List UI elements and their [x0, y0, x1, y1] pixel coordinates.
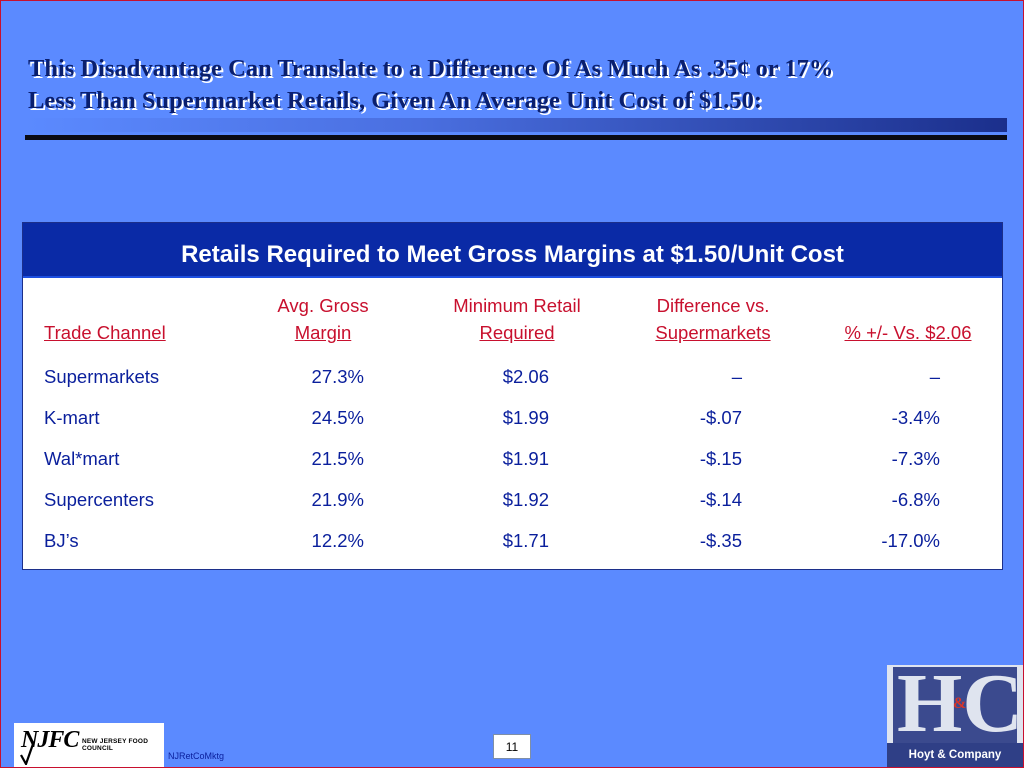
njfc-logo-name: NEW JERSEY FOOD COUNCIL — [82, 738, 149, 752]
column-header-channel: Trade Channel — [44, 319, 166, 346]
column-header-retail: Minimum Retail Required — [427, 292, 607, 346]
cell-margin: 21.5% — [311, 448, 364, 469]
cell-margin: 21.9% — [311, 489, 364, 510]
njfc-logo: NJFC NEW JERSEY FOOD COUNCIL — [14, 723, 164, 767]
cell-retail: $2.06 — [502, 366, 549, 387]
slide-title-line-1: This Disadvantage Can Translate to a Dif… — [28, 55, 834, 82]
slide-title: This Disadvantage Can Translate to a Dif… — [28, 53, 988, 117]
column-header-percent: % +/- Vs. $2.06 — [823, 319, 993, 346]
cell-margin: 24.5% — [311, 407, 364, 428]
hc-logo-ampersand: & — [953, 695, 967, 712]
retail-table-panel: Retails Required to Meet Gross Margins a… — [22, 222, 1003, 570]
column-header-percent-label: % +/- Vs. $2.06 — [844, 322, 972, 343]
column-header-margin-bottom: Margin — [294, 322, 352, 343]
cell-percent: – — [929, 366, 940, 387]
cell-retail: $1.92 — [502, 489, 549, 510]
cell-channel: Supercenters — [44, 489, 155, 510]
column-header-difference-bottom: Supermarkets — [655, 322, 771, 343]
cell-channel: Wal*mart — [44, 448, 120, 469]
cell-retail: $1.99 — [502, 407, 549, 428]
cell-percent: -17.0% — [881, 530, 940, 551]
cell-percent: -6.8% — [891, 489, 940, 510]
retail-table: Trade Channel Avg. Gross Margin Minimum … — [23, 223, 1002, 569]
hoyt-company-logo: HC & Hoyt & Company — [887, 665, 1023, 767]
hc-logo-name: Hoyt & Company — [887, 743, 1023, 767]
cell-margin: 27.3% — [311, 366, 364, 387]
column-header-channel-label: Trade Channel — [44, 322, 166, 343]
cell-channel: BJ’s — [44, 530, 79, 551]
cell-channel: Supermarkets — [44, 366, 160, 387]
column-header-margin-top: Avg. Gross — [277, 295, 369, 316]
cell-difference: – — [731, 366, 742, 387]
slide-title-line-2: Less Than Supermarket Retails, Given An … — [28, 87, 763, 114]
cell-margin: 12.2% — [311, 530, 364, 551]
column-header-difference: Difference vs. Supermarkets — [628, 292, 798, 346]
page-number: 11 — [493, 734, 531, 759]
cell-difference: -$.14 — [699, 489, 742, 510]
footer-code: NJRetCoMktg — [168, 751, 225, 761]
cell-channel: K-mart — [44, 407, 100, 428]
cell-retail: $1.91 — [502, 448, 549, 469]
column-header-difference-top: Difference vs. — [656, 295, 770, 316]
cell-difference: -$.15 — [699, 448, 742, 469]
hc-logo-letters: HC — [897, 665, 1023, 750]
column-header-margin: Avg. Gross Margin — [249, 292, 397, 346]
cell-difference: -$.35 — [699, 530, 742, 551]
title-divider — [25, 135, 1007, 140]
column-header-retail-top: Minimum Retail — [453, 295, 581, 316]
table-heading: Retails Required to Meet Gross Margins a… — [23, 223, 1002, 278]
checkmark-icon — [20, 743, 34, 765]
title-gradient-rule — [25, 118, 1007, 132]
hc-logo-block: HC & — [893, 665, 1023, 746]
cell-difference: -$.07 — [699, 407, 742, 428]
cell-percent: -7.3% — [891, 448, 940, 469]
cell-retail: $1.71 — [502, 530, 549, 551]
cell-percent: -3.4% — [891, 407, 940, 428]
column-header-retail-bottom: Required — [479, 322, 555, 343]
